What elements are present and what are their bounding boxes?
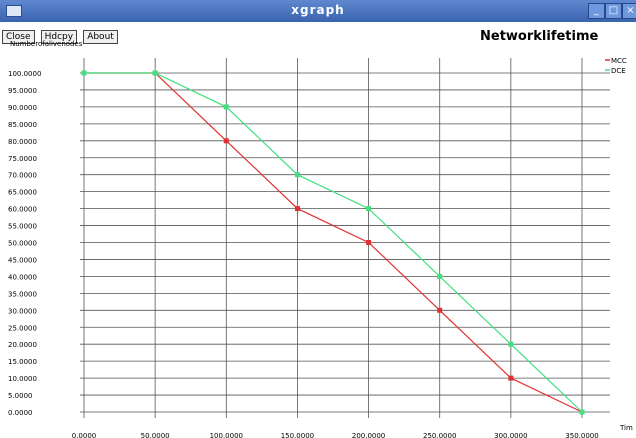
legend-label: MCC [611,57,627,65]
y-tick-label: 15.0000 [8,358,37,366]
data-point [223,138,229,144]
y-tick-label: 0.0000 [8,409,33,417]
x-tick-label: 250.0000 [423,432,456,438]
data-point [508,341,514,347]
maximize-button[interactable]: □ [605,3,622,19]
data-point [294,206,300,212]
data-point [437,273,443,279]
data-point [437,307,443,313]
y-tick-label: 90.0000 [8,104,37,112]
y-tick-label: 95.0000 [8,87,37,95]
y-tick-label: 55.0000 [8,223,37,231]
y-tick-label: 20.0000 [8,341,37,349]
window-menu-icon[interactable] [6,5,22,17]
y-tick-label: 10.0000 [8,375,37,383]
x-tick-label: 100.0000 [210,432,243,438]
y-tick-label: 40.0000 [8,273,37,281]
data-point [294,172,300,178]
x-tick-label: 350.0000 [565,432,598,438]
x-tick-label: 300.0000 [494,432,527,438]
y-tick-label: 45.0000 [8,256,37,264]
hdcpy-button[interactable]: Hdcpy [40,30,78,44]
x-axis-label: Tim [619,424,633,432]
series-line-mcc [84,72,583,413]
toolbar: Close Hdcpy About [2,24,119,44]
x-tick-label: 200.0000 [352,432,385,438]
data-point [508,375,514,381]
legend-label: DCE [611,67,626,75]
y-tick-label: 35.0000 [8,290,37,298]
data-point [81,70,87,76]
data-point [579,409,585,415]
window-title: xgraph [291,3,345,17]
y-tick-label: 100.0000 [8,70,41,78]
y-tick-label: 70.0000 [8,172,37,180]
y-tick-label: 75.0000 [8,155,37,163]
window-titlebar: xgraph _ □ × [0,0,636,22]
y-tick-label: 30.0000 [8,307,37,315]
x-tick-label: 50.0000 [141,432,170,438]
y-tick-label: 50.0000 [8,240,37,248]
data-point [152,70,158,76]
y-tick-label: 80.0000 [8,138,37,146]
x-tick-label: 0.0000 [72,432,97,438]
about-button[interactable]: About [83,30,118,44]
series-line-dce [84,72,583,413]
y-tick-label: 85.0000 [8,121,37,129]
y-tick-label: 25.0000 [8,324,37,332]
y-tick-label: 65.0000 [8,189,37,197]
y-axis-label: Numberofalivenodes [10,40,83,48]
minimize-button[interactable]: _ [588,3,605,19]
x-tick-label: 150.0000 [281,432,314,438]
chart-title: Networklifetime [480,29,599,44]
data-point [366,240,372,245]
close-window-button[interactable]: × [622,3,636,19]
y-tick-label: 60.0000 [8,206,37,214]
data-point [366,206,372,212]
y-tick-label: 5.0000 [8,392,33,400]
data-point [223,104,229,110]
close-button[interactable]: Close [2,30,35,44]
